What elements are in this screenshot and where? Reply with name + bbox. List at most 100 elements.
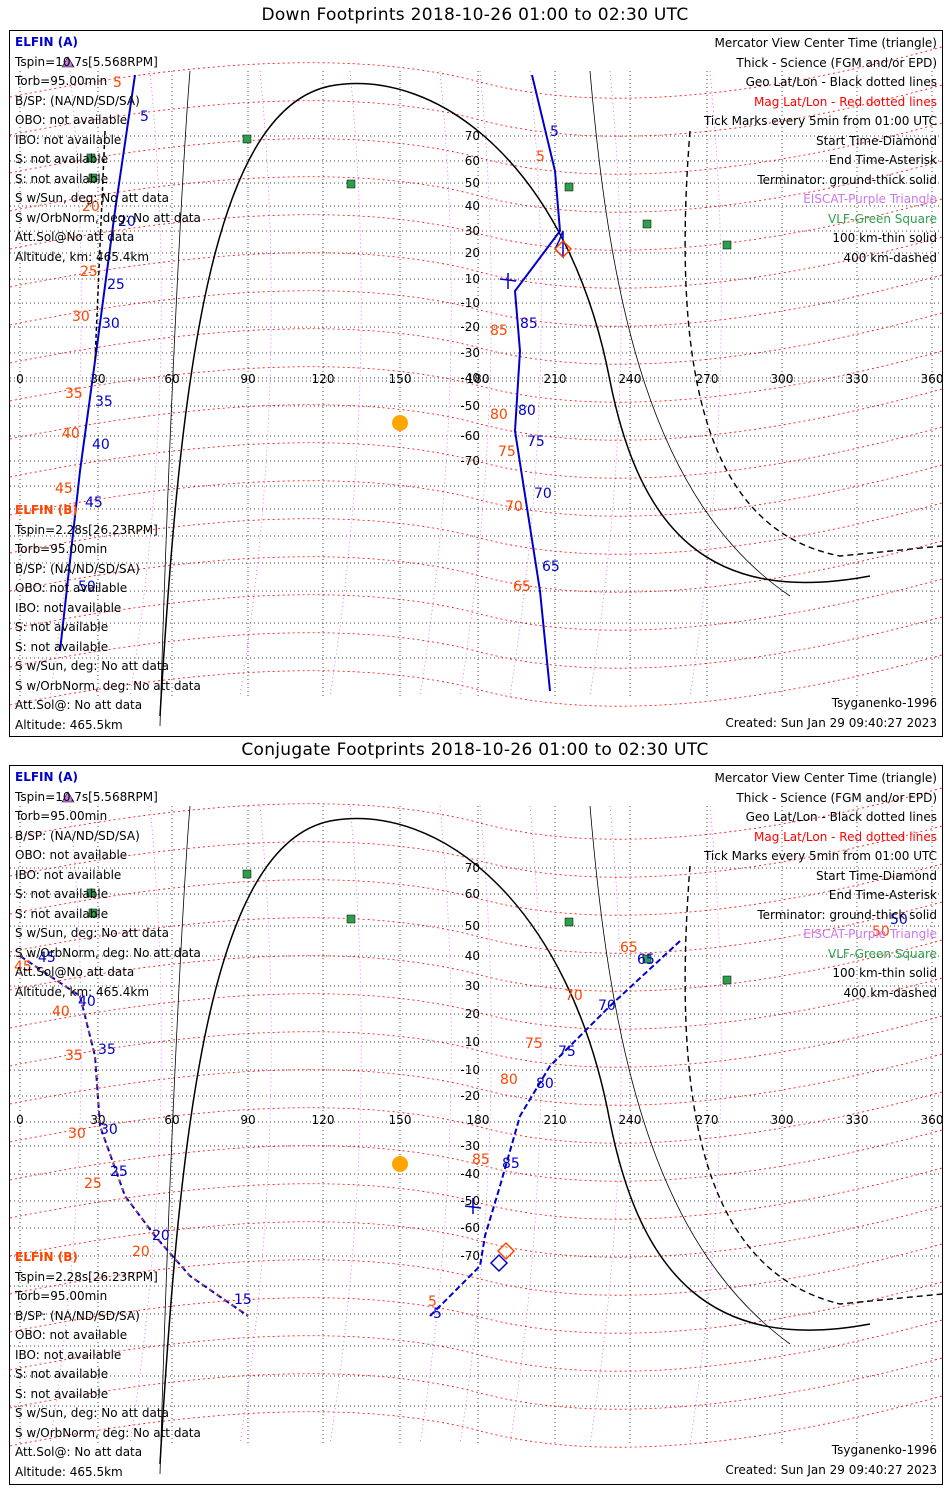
sat-a-info: ELFIN (A) Tspin=10.7s[5.568RPM] Torb=95.…	[15, 768, 201, 1002]
track-tick-label-b: 30	[68, 1126, 86, 1142]
track-tick-label-a: 35	[95, 394, 113, 410]
sat-b-track	[19, 955, 249, 1317]
legend-item: 100 km-thin solid	[832, 966, 937, 980]
mag-lat-line	[10, 1357, 942, 1410]
lat-tick-label: -70	[460, 1249, 480, 1263]
sat-a-line: IBO: not available	[15, 132, 122, 147]
mag-lat-line	[10, 1205, 942, 1258]
mag-lat-line	[10, 122, 942, 175]
lon-tick-label: 330	[846, 1113, 869, 1127]
terminator-curve	[159, 82, 871, 717]
legend-item: VLF-Green Square	[828, 946, 937, 961]
track-tick-label-b: 5	[113, 75, 122, 91]
sat-b-line: OBO: not available	[15, 1328, 128, 1342]
lat-tick-label: -30	[460, 1139, 480, 1153]
sat-a-line: S w/Sun, deg: No att data	[15, 191, 169, 205]
mag-lat-line	[10, 160, 942, 213]
sat-b-line: Altitude: 465.5km	[15, 1464, 123, 1479]
mag-lat-line	[10, 616, 942, 669]
vlf-station-icon	[346, 179, 356, 189]
mag-lat-line	[10, 787, 942, 840]
legend-item: Tick Marks every 5min from 01:00 UTC	[703, 114, 937, 128]
mag-lat-line	[10, 654, 942, 707]
track-tick-label-b: 65	[620, 940, 638, 956]
lon-tick-label: 90	[240, 1113, 255, 1127]
sat-a-line: B/SP: (NA/ND/SD/SA)	[15, 828, 140, 843]
vlf-station-icon	[722, 975, 732, 985]
lon-tick-label: 270	[696, 372, 719, 386]
sat-a-line: S: not available	[15, 152, 109, 166]
sat-a-line: Altitude, km: 465.4km	[15, 984, 150, 999]
track-tick-label-a: 30	[102, 316, 120, 332]
sat-b-line: IBO: not available	[15, 1347, 122, 1362]
lon-tick-label: 150	[389, 372, 412, 386]
track-tick-label-b: 5	[536, 149, 545, 165]
mag-lon-line	[589, 70, 622, 697]
lat-tick-label: -20	[460, 1089, 480, 1103]
track-tick-label-a: 45	[85, 495, 103, 511]
model-label: Tsyganenko-1996	[831, 696, 937, 710]
sat-b-name: ELFIN (B)	[15, 1250, 78, 1264]
vlf-station-icon	[86, 888, 96, 898]
lat-tick-label: 60	[465, 887, 480, 901]
mag-lat-line	[10, 863, 942, 916]
lon-tick-label: 30	[90, 1113, 105, 1127]
lat-tick-label: -30	[460, 346, 480, 360]
track-tick-label-b: 85	[490, 323, 508, 339]
lon-tick-label: 180	[467, 1113, 490, 1127]
legend-item: Geo Lat/Lon - Black dotted lines	[745, 75, 937, 89]
mag-lat-line	[10, 578, 942, 631]
legend-item: End Time-Asterisk	[828, 153, 937, 167]
track-tick-label-b: 20	[132, 1244, 150, 1260]
start-diamond-icon	[553, 239, 573, 259]
mag-lon-line	[49, 805, 82, 1445]
track-tick-label-a: 5	[140, 109, 149, 125]
lon-tick-label: 300	[771, 1113, 794, 1127]
lat-tick-label: 10	[465, 272, 480, 286]
sat-a-track	[429, 940, 681, 1317]
end-asterisk-icon	[499, 273, 517, 289]
mag-lon-line	[589, 805, 622, 1445]
sat-a-name: ELFIN (A)	[15, 35, 78, 49]
sat-a-track	[513, 74, 562, 692]
sat-a-line: S: not available	[15, 887, 109, 901]
track-tick-label-a: 65	[542, 559, 560, 575]
lon-tick-label: 360	[921, 1113, 942, 1127]
mag-lon-line	[689, 805, 722, 1445]
sat-b-line: S: not available	[15, 620, 109, 634]
map-panel-conjugate: 0 30 60 90 120 150 180 210 240 270 300 330 360 70 60 50…	[9, 765, 943, 1485]
mag-lat-line	[10, 1129, 942, 1182]
track-tick-label-a: 50	[78, 579, 96, 595]
legend-item: Tick Marks every 5min from 01:00 UTC	[703, 849, 937, 863]
legend-item: Mercator View Center Time (triangle)	[714, 36, 937, 50]
track-tick-label-b: 75	[525, 1036, 543, 1052]
vlf-station-icon	[642, 954, 652, 964]
lat-tick-label: 50	[465, 176, 480, 190]
eiscat-triangle-icon	[61, 791, 75, 803]
legend-item: Mag Lat/Lon - Red dotted lines	[753, 829, 937, 844]
vlf-station-icon	[642, 219, 652, 229]
lon-tick-label: 240	[619, 1113, 642, 1127]
lon-tick-label: 210	[544, 372, 567, 386]
vlf-station-icon	[242, 869, 252, 879]
mag-lon-line	[419, 805, 452, 1445]
legend-item: Terminator: ground-thick solid	[757, 172, 937, 187]
lon-tick-label: 0	[16, 1113, 24, 1127]
lat-tick-label: 70	[465, 129, 480, 143]
lat-tick-label: 70	[465, 861, 480, 875]
mag-lat-line	[10, 1053, 942, 1106]
sat-a-line: Tspin=10.7s[5.568RPM]	[15, 789, 158, 804]
lat-tick-label: -50	[460, 399, 480, 413]
sat-a-line: OBO: not available	[15, 848, 128, 862]
track-tick-label-b: 70	[505, 499, 523, 515]
track-tick-label-a: 40	[78, 994, 96, 1010]
track-tick-label-a: 85	[502, 1156, 520, 1172]
vlf-station-icon	[88, 173, 98, 183]
created-label: Created: Sun Jan 29 09:40:27 2023	[725, 716, 937, 730]
terminator-400km	[684, 130, 942, 557]
track-tick-label-a: 85	[520, 316, 538, 332]
mag-lat-line	[10, 312, 942, 365]
legend-item: 100 km-thin solid	[832, 231, 937, 245]
lon-tick-label: 30	[90, 372, 105, 386]
legend-item: Mercator View Center Time (triangle)	[714, 771, 937, 785]
